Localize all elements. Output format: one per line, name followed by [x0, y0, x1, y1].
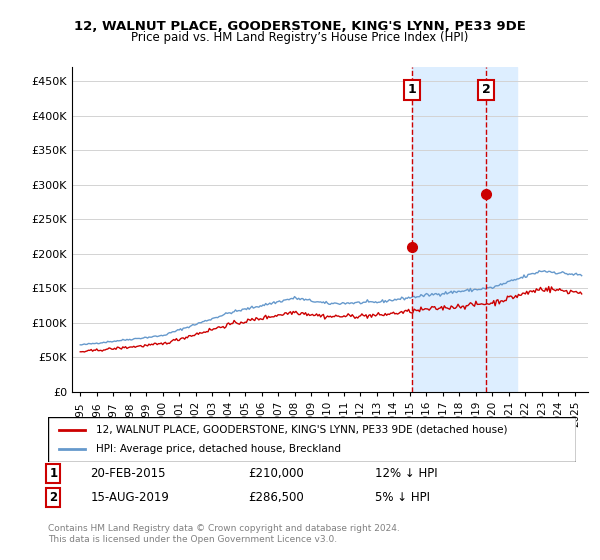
Text: 1: 1 [49, 467, 58, 480]
Text: Contains HM Land Registry data © Crown copyright and database right 2024.
This d: Contains HM Land Registry data © Crown c… [48, 525, 400, 544]
Text: 5% ↓ HPI: 5% ↓ HPI [376, 491, 430, 504]
Text: 2: 2 [482, 83, 490, 96]
Text: £286,500: £286,500 [248, 491, 304, 504]
Text: 20-FEB-2015: 20-FEB-2015 [90, 467, 166, 480]
Text: Price paid vs. HM Land Registry’s House Price Index (HPI): Price paid vs. HM Land Registry’s House … [131, 31, 469, 44]
Text: 12, WALNUT PLACE, GOODERSTONE, KING'S LYNN, PE33 9DE (detached house): 12, WALNUT PLACE, GOODERSTONE, KING'S LY… [95, 424, 507, 435]
Text: HPI: Average price, detached house, Breckland: HPI: Average price, detached house, Brec… [95, 445, 341, 455]
Text: 12, WALNUT PLACE, GOODERSTONE, KING'S LYNN, PE33 9DE: 12, WALNUT PLACE, GOODERSTONE, KING'S LY… [74, 20, 526, 32]
Bar [412, 67, 517, 392]
Text: 15-AUG-2019: 15-AUG-2019 [90, 491, 169, 504]
FancyBboxPatch shape [48, 417, 576, 462]
Text: 2: 2 [49, 491, 58, 504]
Text: 1: 1 [407, 83, 416, 96]
Text: 12% ↓ HPI: 12% ↓ HPI [376, 467, 438, 480]
Text: £210,000: £210,000 [248, 467, 304, 480]
